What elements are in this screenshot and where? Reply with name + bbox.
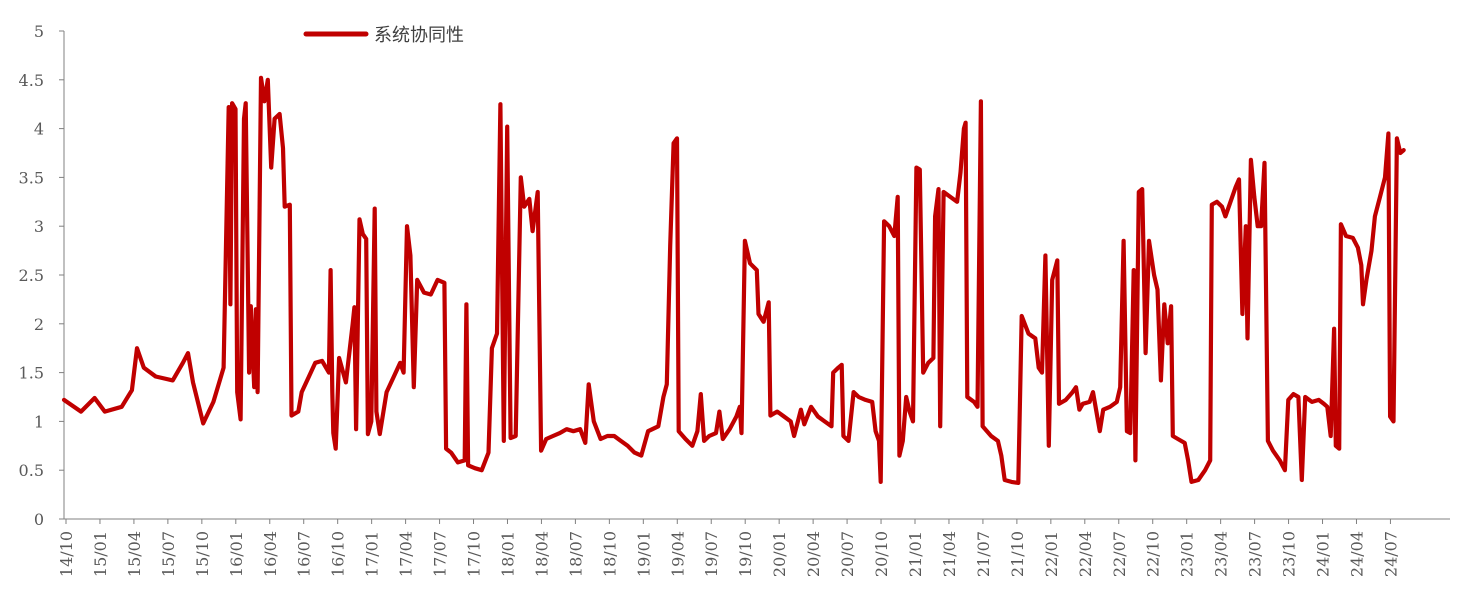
- x-tick-label: 21/07: [974, 531, 993, 577]
- x-tick-label: 19/01: [634, 531, 653, 577]
- x-tick-label: 15/07: [159, 531, 178, 577]
- y-tick-label: 1: [34, 412, 44, 431]
- x-tick-label: 23/04: [1212, 531, 1231, 577]
- x-tick-label: 22/01: [1042, 531, 1061, 577]
- x-tick-label: 23/10: [1280, 531, 1299, 577]
- x-tick-label: 22/04: [1076, 531, 1095, 577]
- x-tick-label: 20/10: [872, 531, 891, 577]
- x-tick-label: 16/07: [295, 531, 314, 577]
- x-tick-label: 18/04: [532, 531, 551, 577]
- plot-area: [61, 75, 1406, 485]
- x-tick-label: 17/10: [465, 531, 484, 577]
- axes: 0 0.5 1 1.5 2 2.5 3 3.5 4 4.5 5 14/10 15/01 15/04 15/0…: [19, 22, 1450, 577]
- x-tick-label: 19/10: [736, 531, 755, 577]
- x-tick-label: 16/04: [261, 531, 280, 577]
- legend: 系统协同性: [303, 25, 464, 46]
- x-tick-label: 19/04: [668, 531, 687, 577]
- y-tick-label: 5: [34, 22, 44, 41]
- y-tick-label: 3: [34, 217, 44, 236]
- x-tick-label: 21/01: [906, 531, 925, 577]
- x-tick-label: 19/07: [702, 531, 721, 577]
- x-tick-label: 17/04: [397, 531, 416, 577]
- x-tick-label: 20/07: [838, 531, 857, 577]
- x-tick-label: 23/01: [1178, 531, 1197, 577]
- x-tick-label: 21/04: [940, 531, 959, 577]
- x-tick-label: 17/01: [363, 531, 382, 577]
- y-tick-label: 0.5: [19, 461, 44, 480]
- x-tick-label: 22/10: [1144, 531, 1163, 577]
- x-tick-label: 16/01: [227, 531, 246, 577]
- x-tick-label: 16/10: [329, 531, 348, 577]
- x-tick-label: 14/10: [57, 531, 76, 577]
- x-tick-label: 15/01: [91, 531, 110, 577]
- x-tick-label: 22/07: [1110, 531, 1129, 577]
- series-line: [61, 75, 1406, 485]
- x-tick-label: 24/01: [1314, 531, 1333, 577]
- x-tick-label: 18/07: [566, 531, 585, 577]
- x-tick-label: 18/01: [498, 531, 517, 577]
- x-tick-label: 24/04: [1347, 531, 1366, 577]
- legend-label: 系统协同性: [374, 25, 464, 46]
- y-tick-label: 4: [34, 120, 44, 139]
- y-tick-label: 4.5: [19, 71, 44, 90]
- x-tick-label: 24/07: [1381, 531, 1400, 577]
- x-tick-label: 18/10: [600, 531, 619, 577]
- y-tick-label: 3.5: [19, 168, 44, 187]
- x-tick-label: 21/10: [1008, 531, 1027, 577]
- x-tick-label: 15/04: [125, 531, 144, 577]
- x-tick-label: 15/10: [193, 531, 212, 577]
- x-tick-label: 17/07: [431, 531, 450, 577]
- y-tick-label: 1.5: [19, 364, 44, 383]
- x-tick-label: 20/01: [770, 531, 789, 577]
- y-tick-label: 2.5: [19, 266, 44, 285]
- x-tick-label: 23/07: [1246, 531, 1265, 577]
- x-tick-label: 20/04: [804, 531, 823, 577]
- y-tick-label: 0: [34, 510, 44, 529]
- y-tick-label: 2: [34, 315, 44, 334]
